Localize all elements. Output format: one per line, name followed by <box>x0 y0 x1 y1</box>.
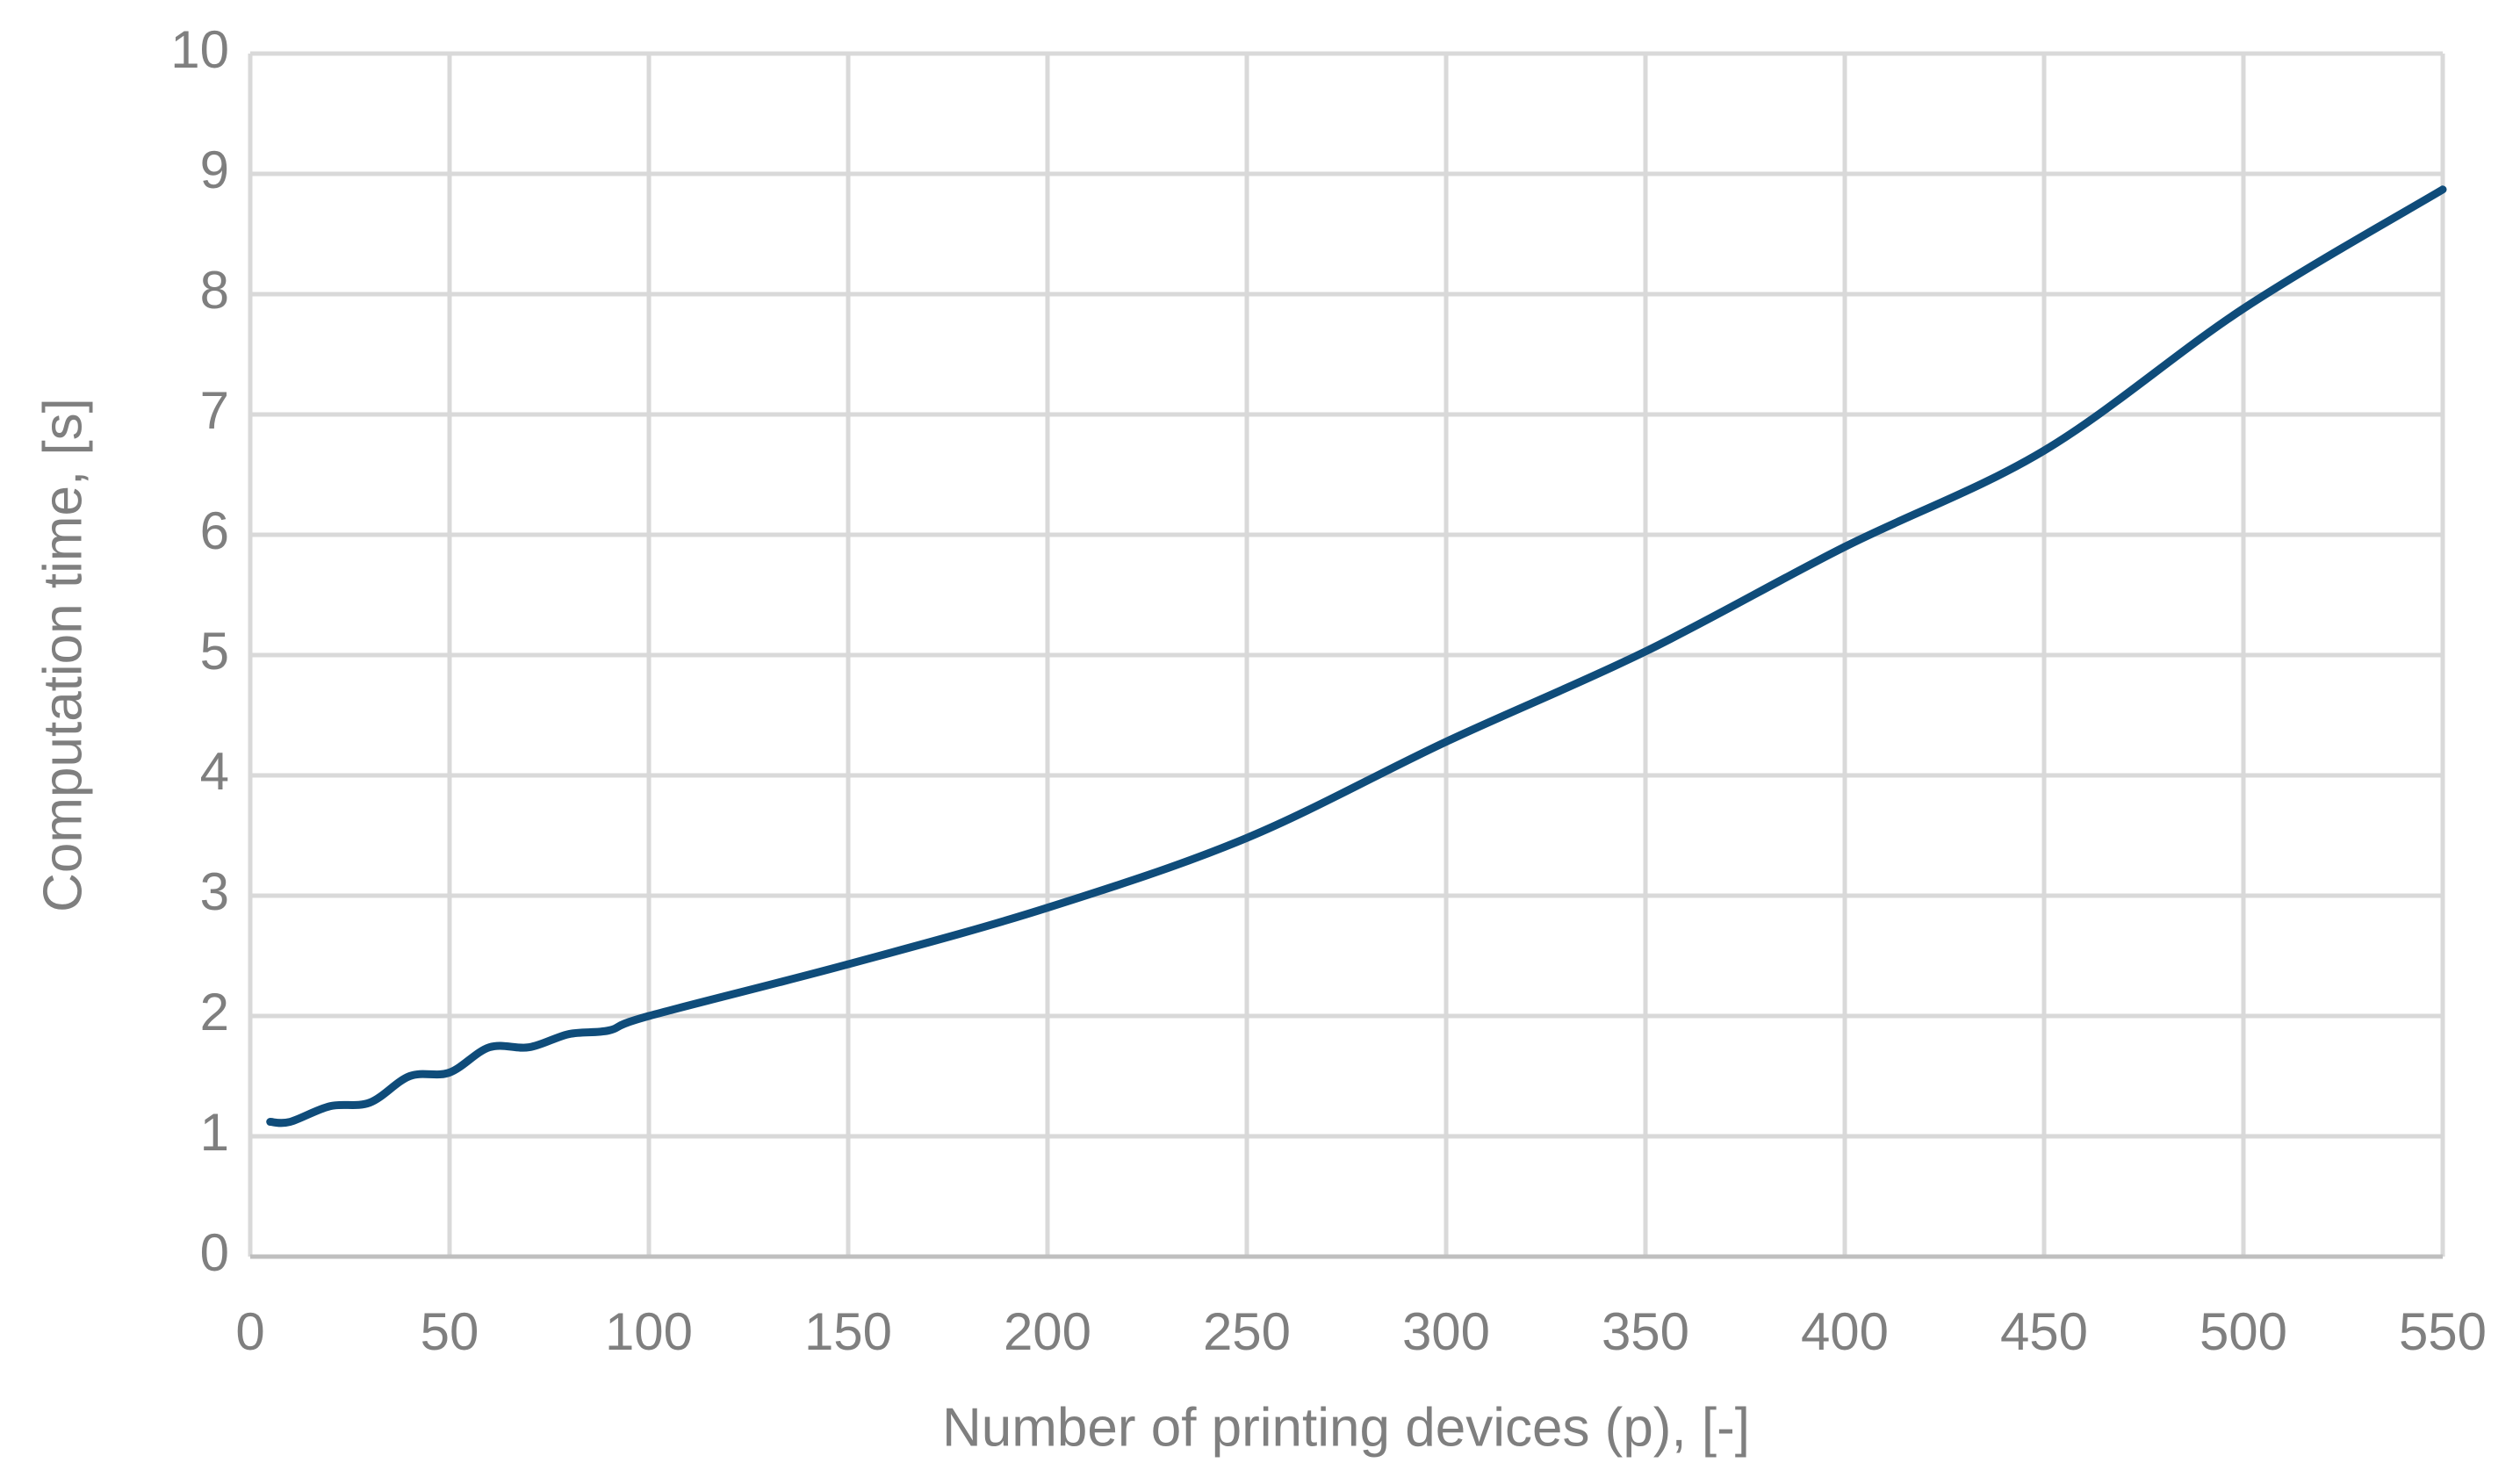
y-axis-title: Computation time, [s] <box>32 398 93 912</box>
x-tick-label: 450 <box>2000 1302 2088 1361</box>
y-tick-label: 5 <box>200 622 229 681</box>
y-tick-label: 7 <box>200 381 229 440</box>
x-tick-label: 550 <box>2399 1302 2487 1361</box>
y-tick-label: 3 <box>200 862 229 921</box>
y-tick-label: 0 <box>200 1223 229 1282</box>
data-line <box>266 185 2447 1128</box>
x-tick-label: 400 <box>1801 1302 1889 1361</box>
x-tick-label: 500 <box>2200 1302 2287 1361</box>
x-tick-label: 350 <box>1602 1302 1689 1361</box>
x-tick-label: 150 <box>804 1302 892 1361</box>
y-tick-label: 1 <box>200 1103 229 1162</box>
y-tick-label: 9 <box>200 140 229 199</box>
x-tick-label: 300 <box>1402 1302 1490 1361</box>
y-tick-label: 8 <box>200 261 229 320</box>
y-tick-label: 2 <box>200 983 229 1041</box>
y-tick-label: 6 <box>200 501 229 560</box>
x-axis-title: Number of printing devices (p), [-] <box>942 1397 1750 1458</box>
x-tick-label: 100 <box>605 1302 693 1361</box>
x-tick-label: 200 <box>1004 1302 1091 1361</box>
y-tick-label: 10 <box>170 20 229 79</box>
x-tick-label: 50 <box>421 1302 479 1361</box>
y-tick-label: 4 <box>200 742 229 801</box>
x-tick-label: 0 <box>235 1302 264 1361</box>
x-tick-label: 250 <box>1203 1302 1291 1361</box>
